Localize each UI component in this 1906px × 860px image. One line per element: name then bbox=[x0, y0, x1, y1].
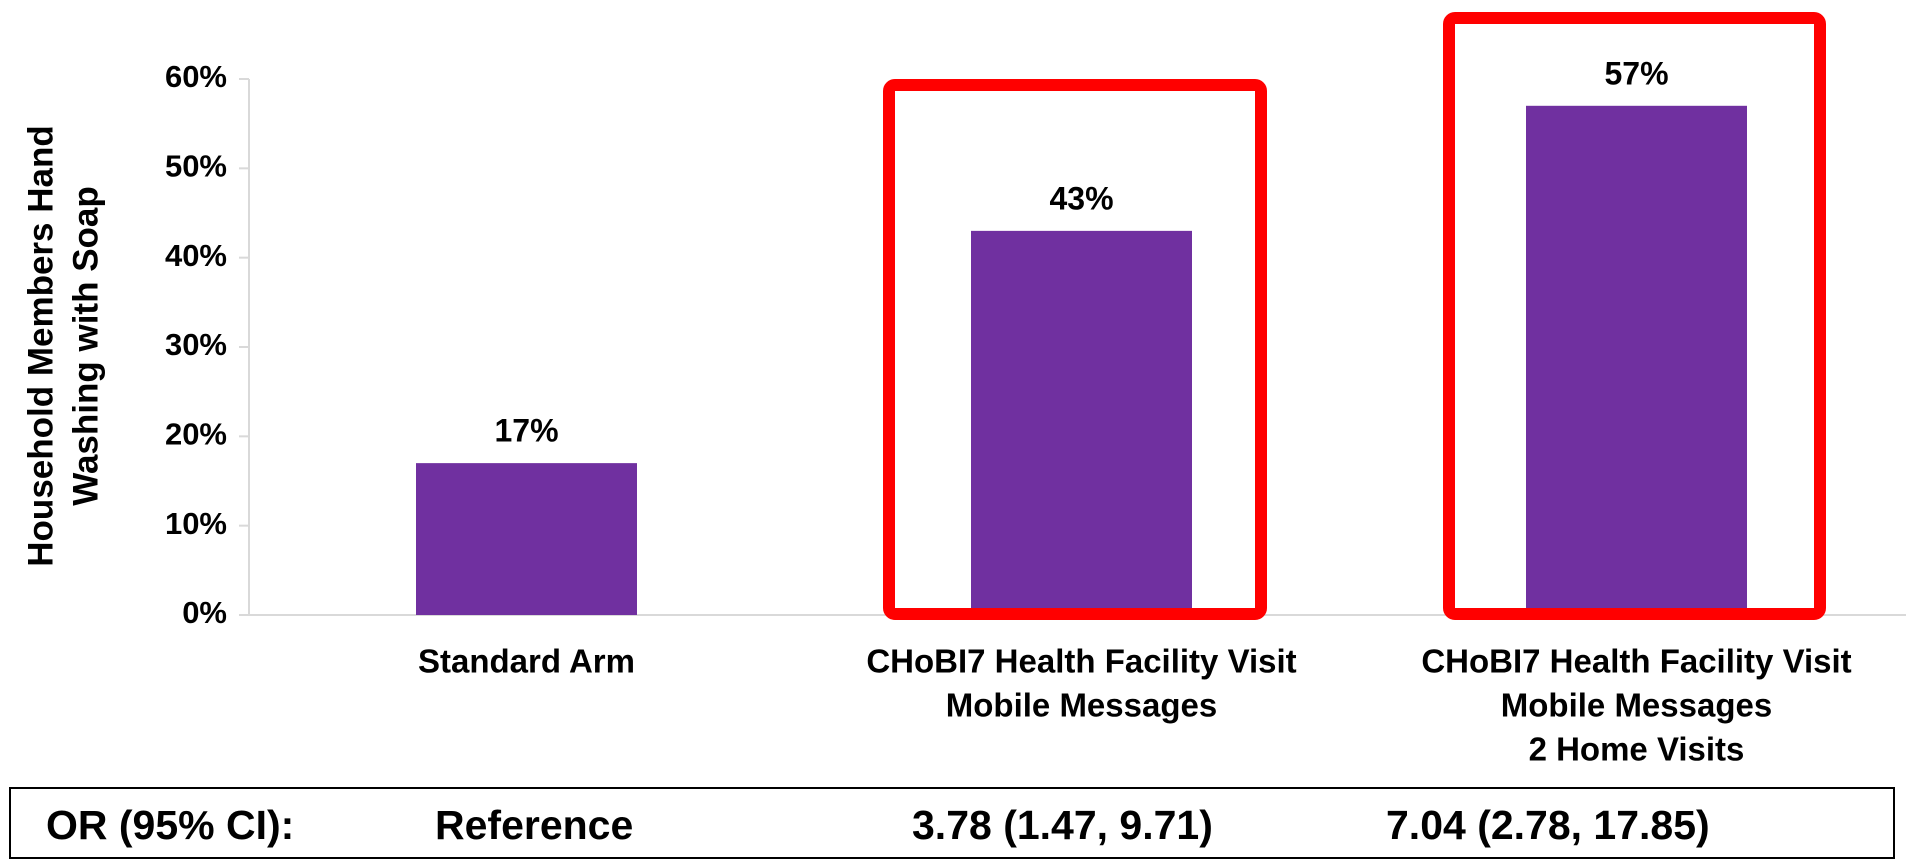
odds-ratio-value: Reference bbox=[435, 802, 633, 848]
x-tick-label: 2 Home Visits bbox=[1529, 731, 1745, 768]
y-tick-label: 10% bbox=[165, 506, 227, 541]
y-tick-label: 20% bbox=[165, 417, 227, 452]
x-tick-label: CHoBI7 Health Facility Visit bbox=[866, 643, 1296, 680]
value-label: 17% bbox=[494, 413, 558, 449]
y-axis-label: Household Members Hand bbox=[21, 125, 60, 566]
bar bbox=[971, 230, 1192, 615]
odds-ratio-value: 7.04 (2.78, 17.85) bbox=[1386, 802, 1710, 848]
y-tick-label: 40% bbox=[165, 238, 227, 273]
y-tick-label: 30% bbox=[165, 327, 227, 362]
y-axis-label: Washing with Soap bbox=[66, 186, 105, 506]
y-tick-label: 60% bbox=[165, 59, 227, 94]
odds-ratio-box bbox=[9, 787, 1895, 859]
highlight-box bbox=[1443, 12, 1826, 620]
x-tick-label: Mobile Messages bbox=[946, 687, 1217, 724]
highlight-box bbox=[883, 79, 1267, 620]
y-tick-label: 50% bbox=[165, 149, 227, 184]
bar bbox=[1526, 105, 1747, 616]
value-label: 57% bbox=[1604, 55, 1668, 91]
x-tick-label: Mobile Messages bbox=[1501, 687, 1772, 724]
x-tick-label: Standard Arm bbox=[418, 643, 635, 680]
y-tick-label: 0% bbox=[182, 595, 227, 630]
odds-ratio-value: 3.78 (1.47, 9.71) bbox=[912, 802, 1213, 848]
bar bbox=[416, 463, 637, 615]
x-tick-label: CHoBI7 Health Facility Visit bbox=[1421, 643, 1851, 680]
value-label: 43% bbox=[1049, 180, 1113, 216]
odds-ratio-label: OR (95% CI): bbox=[46, 802, 294, 848]
